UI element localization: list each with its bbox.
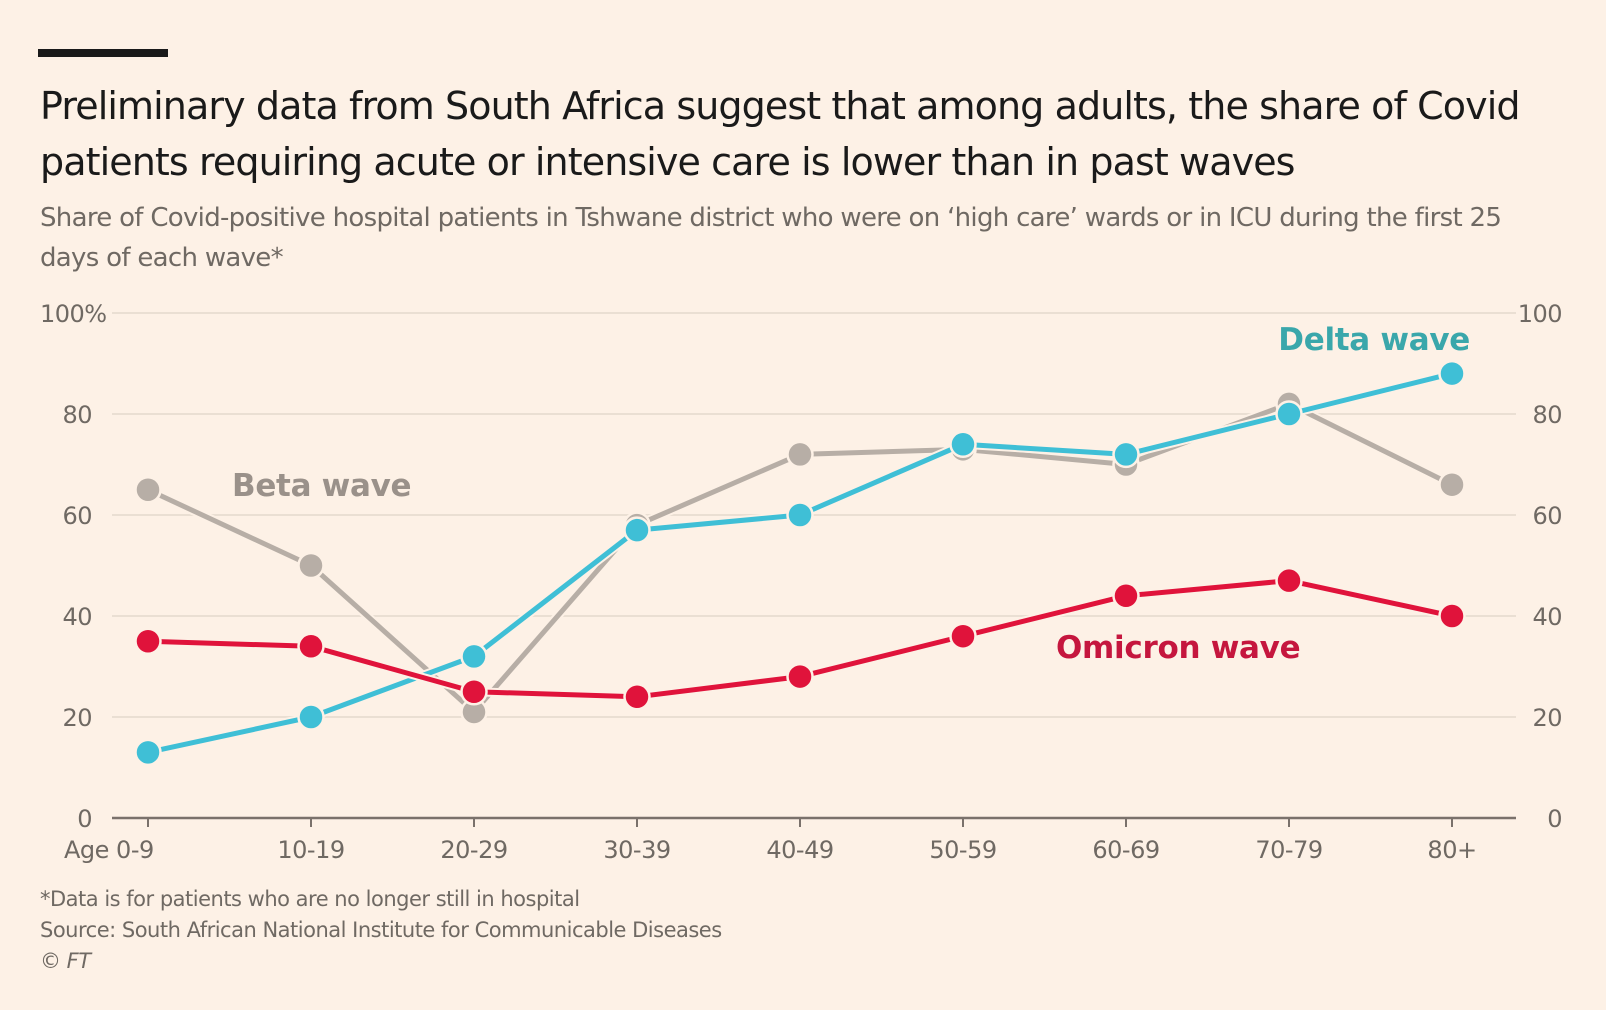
y-tick-label-left: 0 [77,805,92,833]
y-tick-label-right: 100 [1518,300,1562,328]
data-point-delta [134,738,162,767]
brand-rule [38,49,168,57]
series-omicron [134,566,1466,711]
x-tick-label: Age 0-9 [64,836,154,864]
x-tick-label: 60-69 [1092,836,1159,864]
data-point-omicron [297,632,325,661]
data-point-delta [949,430,977,459]
data-point-omicron [623,683,651,711]
series-line-delta [147,371,1453,755]
series-labels: Beta wave Delta wave Omicron wave [232,322,1470,666]
data-point-beta [786,440,814,469]
data-point-omicron [786,662,814,691]
y-axis-right: 0 20 40 60 80 100 [1518,300,1563,833]
data-point-beta [1438,470,1466,499]
data-point-beta [134,476,162,504]
data-point-delta [1112,440,1140,469]
data-point-omicron [1275,566,1303,595]
chart-title: Preliminary data from South Africa sugge… [40,84,1521,184]
y-tick-label-left: 100% [40,300,107,328]
y-tick-label-right: 40 [1532,603,1562,631]
data-point-omicron [1112,582,1140,610]
y-tick-label-right: 20 [1532,704,1562,732]
footnote: *Data is for patients who are no longer … [40,887,580,911]
data-point-omicron [460,678,488,706]
series-label-beta: Beta wave [232,468,411,504]
x-tick-label: 80+ [1427,836,1476,864]
y-tick-label-left: 80 [62,401,92,429]
data-point-beta [297,551,325,580]
y-axis-left: 0 20 40 60 80 100% [40,300,107,833]
series-delta [134,359,1466,767]
data-point-delta [623,516,651,544]
data-point-delta [786,501,814,529]
x-tick-label: 20-29 [440,836,507,864]
data-point-delta [1275,400,1303,428]
data-point-omicron [134,627,162,655]
data-point-omicron [1438,602,1466,630]
y-tick-label-left: 20 [62,704,92,732]
x-tick-label: 10-19 [277,836,344,864]
y-tick-label-left: 60 [62,502,92,530]
data-point-delta [1438,359,1466,388]
credit: © FT [40,949,91,973]
chart-footer: *Data is for patients who are no longer … [40,884,722,977]
x-axis: Age 0-9 10-19 20-29 30-39 40-49 50-59 60-69 70-… [64,816,1516,864]
y-tick-label-left: 40 [62,603,92,631]
x-tick-label: 50-59 [929,836,996,864]
chart-subtitle: Share of Covid-positive hospital patient… [40,203,1502,273]
series-label-delta: Delta wave [1278,322,1470,358]
series-group [134,359,1466,767]
x-tick-label: 30-39 [603,836,670,864]
source-note: Source: South African National Institute… [40,918,722,942]
series-label-omicron: Omicron wave [1056,630,1300,666]
series-line-halo [147,369,1454,757]
data-point-delta [460,642,488,671]
data-point-omicron [949,622,977,650]
y-tick-label-right: 80 [1532,401,1562,429]
data-point-delta [297,703,325,731]
y-tick-label-right: 0 [1547,805,1562,833]
gridlines [112,312,1516,718]
y-tick-label-right: 60 [1532,502,1562,530]
x-tick-label: 40-49 [766,836,833,864]
x-tick-label: 70-79 [1255,836,1322,864]
